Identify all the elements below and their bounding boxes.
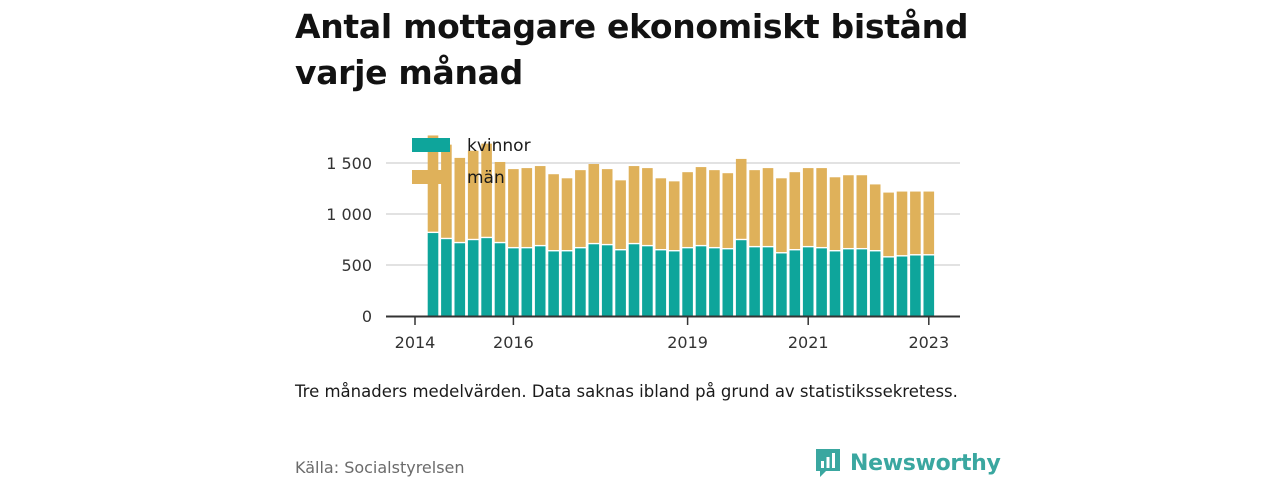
- bar-man: [923, 191, 935, 255]
- legend-label-kvinnor: kvinnor: [467, 136, 531, 156]
- bar-man: [735, 158, 747, 239]
- source-credit: Källa: Socialstyrelsen: [295, 458, 465, 477]
- bar-kvinnor: [776, 253, 787, 316]
- bar-kvinnor: [869, 251, 881, 316]
- bar-kvinnor: [668, 251, 680, 316]
- bar-kvinnor: [427, 233, 439, 316]
- bar-man: [561, 178, 573, 251]
- bar-kvinnor: [843, 249, 854, 316]
- bar-kvinnor: [923, 255, 935, 316]
- bar-kvinnor: [829, 251, 841, 316]
- bar-man: [642, 168, 653, 245]
- legend-label-man: män: [467, 168, 505, 188]
- bar-man: [896, 191, 908, 256]
- bar-man: [668, 181, 680, 251]
- brand-logo[interactable]: Newsworthy: [814, 447, 1001, 479]
- bar-kvinnor: [695, 246, 707, 316]
- x-tick-label: 2014: [395, 333, 436, 352]
- bar-kvinnor: [722, 249, 734, 316]
- bar-kvinnor: [548, 251, 559, 316]
- x-tick-label: 2023: [908, 333, 949, 352]
- x-axis-ticks: 2014 2016 2019 2021 2023: [395, 317, 949, 352]
- bar-kvinnor: [615, 250, 626, 316]
- bar-man: [722, 173, 734, 248]
- bar-man: [481, 143, 492, 237]
- bar-man: [843, 175, 854, 248]
- bar-kvinnor: [494, 243, 506, 316]
- bar-kvinnor: [588, 244, 600, 316]
- bar-man: [628, 166, 640, 243]
- x-tick-label: 2021: [788, 333, 829, 352]
- bar-man: [749, 170, 760, 246]
- bar-kvinnor: [883, 257, 894, 316]
- bar-kvinnor: [896, 256, 908, 316]
- y-tick-label: 500: [341, 256, 372, 275]
- y-tick-label: 1 500: [326, 154, 372, 173]
- bar-man: [910, 191, 921, 255]
- bar-chart-speech-bubble-icon: [816, 449, 840, 477]
- bar-man: [508, 169, 519, 247]
- bar-kvinnor: [521, 248, 533, 316]
- bar-kvinnor: [709, 248, 720, 316]
- bar-man: [802, 168, 814, 246]
- bar-man: [588, 164, 600, 243]
- bar-man: [575, 170, 586, 247]
- legend-swatch-kvinnor: [412, 138, 450, 152]
- bar-kvinnor: [802, 247, 814, 316]
- bar-man: [615, 180, 626, 249]
- bar-man: [548, 174, 559, 251]
- bar-kvinnor: [682, 248, 693, 316]
- bar-man: [494, 161, 506, 242]
- bar-kvinnor: [856, 249, 868, 316]
- bar-man: [856, 175, 868, 248]
- bar-kvinnor: [749, 247, 760, 316]
- x-tick-label: 2019: [667, 333, 708, 352]
- bar-man: [695, 167, 707, 245]
- y-tick-label: 1 000: [326, 205, 372, 224]
- bar-kvinnor: [454, 243, 466, 316]
- bar-kvinnor: [534, 246, 546, 316]
- bar-kvinnor: [628, 244, 640, 316]
- bar-man: [776, 178, 787, 253]
- y-axis-ticks: 0 500 1 000 1 500: [326, 154, 372, 326]
- bar-kvinnor: [561, 251, 573, 316]
- bar-man: [454, 157, 466, 242]
- bar-man: [682, 172, 693, 247]
- bar-kvinnor: [762, 247, 774, 316]
- bars: [427, 135, 935, 316]
- bar-kvinnor: [481, 238, 492, 316]
- bar-kvinnor: [735, 240, 747, 316]
- y-tick-label: 0: [362, 307, 372, 326]
- bar-man: [883, 192, 894, 257]
- bar-man: [601, 169, 613, 244]
- chart-note: Tre månaders medelvärden. Data saknas ib…: [295, 382, 958, 401]
- brand-name: Newsworthy: [850, 450, 1001, 476]
- bar-man: [534, 166, 546, 245]
- bar-kvinnor: [441, 239, 452, 316]
- bar-kvinnor: [575, 248, 586, 316]
- x-tick-label: 2016: [493, 333, 534, 352]
- bar-kvinnor: [642, 246, 653, 316]
- bar-kvinnor: [655, 250, 667, 316]
- bar-man: [789, 172, 801, 249]
- bar-kvinnor: [508, 248, 519, 316]
- bar-kvinnor: [910, 255, 921, 316]
- legend-swatch-man: [412, 170, 450, 184]
- bar-man: [816, 168, 827, 247]
- bar-man: [762, 168, 774, 246]
- bar-man: [829, 177, 841, 251]
- bar-kvinnor: [789, 250, 801, 316]
- bar-kvinnor: [601, 245, 613, 316]
- bar-man: [709, 170, 720, 247]
- bar-man: [521, 168, 533, 247]
- chart-title: Antal mottagare ekonomiskt bistånd varje…: [295, 7, 969, 92]
- bar-man: [441, 144, 452, 238]
- bar-man: [655, 178, 667, 249]
- bar-kvinnor: [816, 248, 827, 316]
- legend: kvinnor män: [412, 136, 531, 188]
- bar-kvinnor: [467, 240, 479, 316]
- bar-man: [467, 150, 479, 239]
- bar-man: [869, 184, 881, 251]
